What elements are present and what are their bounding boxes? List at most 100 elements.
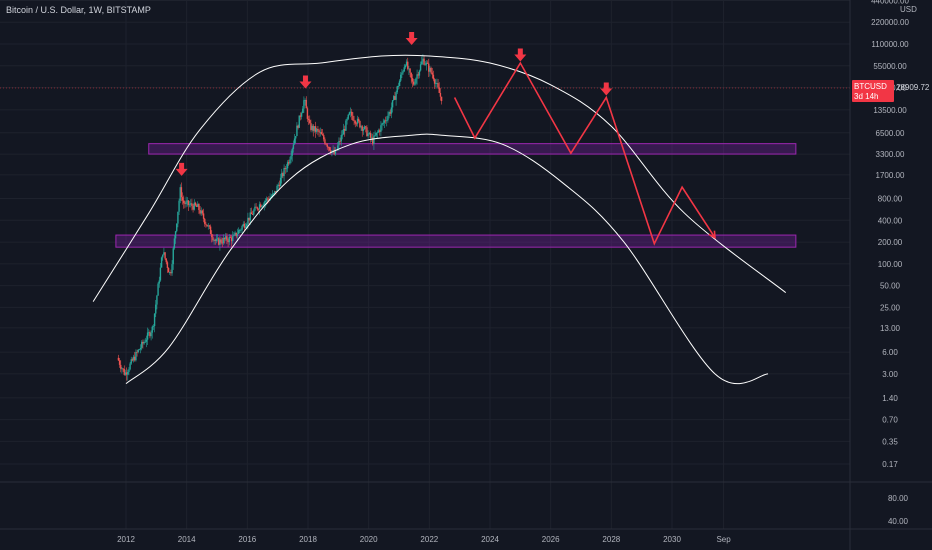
candle-body	[244, 226, 247, 228]
candle-body	[157, 283, 159, 296]
candle-body	[213, 239, 215, 241]
price-tick-label: 6500.00	[876, 129, 905, 138]
price-tick-label: 800.00	[878, 195, 903, 204]
candle-body	[426, 62, 429, 64]
candle-body	[192, 206, 194, 210]
interval[interactable]: 1W	[88, 5, 102, 15]
candle-body	[348, 112, 351, 115]
candle-body	[146, 332, 149, 340]
candle-body	[404, 65, 407, 68]
candle-body	[123, 368, 125, 375]
candle-body	[132, 356, 135, 361]
candle-body	[219, 239, 221, 245]
chart-title: Bitcoin / U.S. Dollar, 1W, BITSTAMP	[6, 5, 151, 15]
candle-body	[346, 118, 348, 121]
candle-body	[432, 74, 435, 80]
candle-body	[188, 204, 191, 206]
candle-body	[240, 229, 242, 231]
candle-body	[128, 369, 130, 372]
candle-body	[311, 125, 313, 130]
exchange: BITSTAMP	[106, 5, 151, 15]
candle-body	[289, 159, 291, 164]
down-arrow-marker	[175, 162, 188, 176]
candle-body	[165, 258, 167, 263]
candle-body	[254, 206, 256, 211]
candle-body	[405, 61, 408, 66]
candle-body	[250, 212, 253, 215]
candle-body	[381, 123, 383, 126]
candle-body	[297, 125, 299, 128]
candle-body	[389, 112, 391, 114]
candle-body	[300, 113, 303, 117]
candle-body	[414, 83, 416, 85]
title-sep-2: ,	[101, 5, 107, 15]
price-axis[interactable]: 440000.00220000.00110000.0055000.0027500…	[871, 0, 909, 469]
candle-body	[256, 207, 258, 210]
candle-body	[134, 356, 136, 361]
candle-body	[211, 234, 213, 238]
candle-body	[187, 200, 190, 205]
candle-body	[359, 120, 361, 128]
price-tick-label: 110000.00	[871, 40, 909, 49]
candle-body	[136, 351, 138, 353]
candle-body	[195, 205, 198, 207]
candle-body	[402, 71, 404, 73]
candle-body	[172, 248, 174, 265]
candle-body	[209, 226, 212, 235]
candle-body	[218, 238, 220, 245]
candle-body	[430, 67, 432, 73]
support-zone	[115, 234, 797, 248]
candle-body	[194, 202, 197, 206]
candle-body	[367, 133, 369, 137]
price-tick-label: 55000.00	[873, 62, 907, 71]
candle-body	[122, 368, 124, 370]
candle-body	[407, 61, 409, 69]
candle-body	[417, 74, 419, 76]
candle-body	[428, 63, 430, 72]
candle-body	[384, 120, 387, 122]
candle-body	[439, 92, 442, 97]
current-price-symbol: BTCUSD	[854, 82, 887, 91]
candle-body	[125, 372, 128, 375]
candle-body	[386, 120, 388, 122]
candle-body	[178, 200, 180, 212]
candle-body	[205, 223, 207, 225]
candle-body	[162, 254, 164, 258]
candle-body	[216, 238, 219, 240]
time-tick-label: 2012	[117, 535, 135, 544]
candle-body	[318, 130, 320, 133]
candle-body	[264, 200, 267, 203]
candle-body	[334, 149, 337, 155]
candle-body	[225, 236, 227, 240]
candle-body	[333, 150, 335, 155]
price-candles	[117, 54, 443, 381]
candle-body	[319, 132, 321, 133]
time-axis[interactable]: 2012 2014 2016 2018 2020 2022 2024 2026 2028 2030…	[117, 535, 731, 544]
candle-body	[394, 96, 396, 100]
candle-body	[183, 200, 185, 204]
candle-body	[268, 199, 270, 201]
candle-body	[265, 198, 268, 201]
candle-body	[233, 234, 235, 236]
candle-body	[354, 121, 356, 124]
candle-body	[408, 68, 410, 70]
current-price-tag: BTCUSD 3d 14h	[852, 80, 894, 102]
candle-body	[353, 120, 355, 122]
candle-body	[296, 125, 298, 137]
candle-body	[290, 155, 292, 160]
countdown: 3d 14h	[854, 92, 878, 101]
candle-body	[347, 114, 349, 119]
candle-body	[292, 144, 295, 149]
candle-body	[390, 107, 393, 114]
candle-body	[299, 115, 302, 117]
candle-body	[401, 72, 403, 75]
candle-body	[117, 357, 120, 361]
candle-body	[303, 100, 305, 109]
price-tick-label: 3300.00	[876, 150, 905, 159]
candle-body	[272, 193, 275, 195]
candle-body	[298, 115, 300, 128]
candle-body	[309, 120, 311, 124]
candle-body	[326, 144, 328, 147]
candle-body	[411, 78, 414, 82]
